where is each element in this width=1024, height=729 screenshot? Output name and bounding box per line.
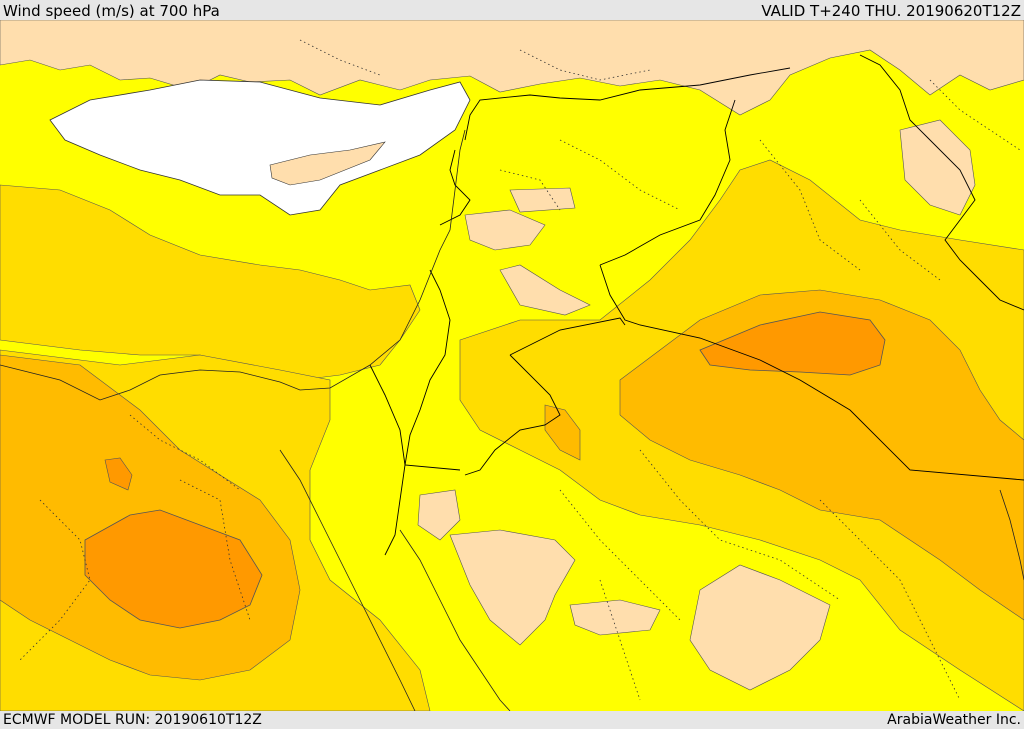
band-orange-egypt-small — [104, 457, 133, 491]
border-syria-iraq — [599, 99, 736, 266]
border-saudi-jordan-west — [509, 317, 626, 356]
band-lightest-arabia-west — [449, 529, 576, 646]
band-lightest-levant — [464, 209, 546, 251]
header-bar: Wind speed (m/s) at 700 hPa VALID T+240 … — [0, 2, 1024, 20]
band-orange-egypt — [84, 509, 263, 629]
province-turkey-2 — [299, 39, 381, 76]
footer-bar: ECMWF MODEL RUN: 20190610T12Z ArabiaWeat… — [0, 711, 1024, 729]
border-iran-iraq — [859, 54, 1024, 311]
border-turkey-syria — [464, 67, 791, 141]
coast-north-africa — [0, 129, 466, 401]
province-saudi-2 — [639, 449, 841, 601]
band-lightest-sinai — [417, 489, 461, 541]
model-run: ECMWF MODEL RUN: 20190610T12Z — [3, 712, 262, 728]
map-title: Wind speed (m/s) at 700 hPa — [3, 2, 220, 20]
band-lightest-arabia-east — [689, 564, 831, 691]
country-borders — [369, 54, 1024, 556]
band-lightest-arabia-center — [569, 599, 661, 636]
band-gold-north-africa — [0, 184, 421, 381]
valid-time: VALID T+240 THU. 20190620T12Z — [761, 2, 1021, 20]
band-lightest-syria — [509, 187, 576, 213]
province-iraq-1 — [759, 139, 861, 271]
coast-red-sea-east — [399, 529, 511, 711]
band-orange-iraq — [699, 311, 886, 376]
mediterranean-sea — [49, 79, 471, 216]
coast-red-sea-west — [279, 449, 416, 711]
coastlines — [0, 129, 1024, 711]
province-egypt-1 — [129, 414, 241, 491]
band-lightest-east — [899, 119, 976, 216]
province-saudi-3 — [819, 499, 961, 701]
band-lightest-iraq-strip — [499, 264, 591, 316]
province-saudi-4 — [599, 579, 641, 701]
province-saudi-1 — [559, 489, 681, 621]
band-lightest-north — [0, 20, 1024, 116]
province-borders — [19, 39, 1021, 701]
coast-gulf — [999, 489, 1024, 581]
cyprus — [269, 141, 386, 186]
border-jordan-south — [464, 354, 561, 476]
province-syria-1 — [559, 139, 681, 211]
province-syria-2 — [499, 169, 561, 211]
wind-speed-map — [0, 20, 1024, 711]
band-amber-iraq — [619, 289, 1024, 621]
province-iraq-2 — [859, 199, 941, 281]
border-israel-jordan — [404, 269, 461, 471]
border-jordan-saudi — [599, 264, 1024, 481]
border-lebanon-syria — [439, 149, 471, 226]
credit: ArabiaWeather Inc. — [887, 712, 1021, 728]
province-egypt-2 — [19, 499, 91, 661]
